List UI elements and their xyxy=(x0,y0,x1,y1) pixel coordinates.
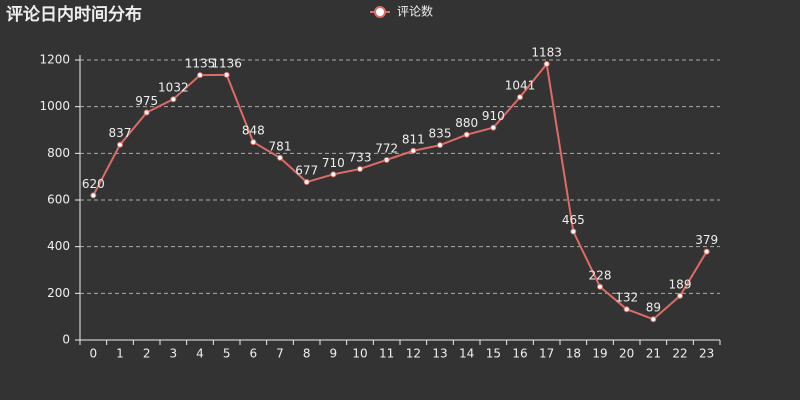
x-tick-label: 10 xyxy=(352,347,367,361)
point xyxy=(597,283,603,290)
data-label: 811 xyxy=(402,132,425,146)
point xyxy=(517,94,523,101)
data-label: 837 xyxy=(109,126,132,140)
point xyxy=(677,292,683,299)
data-label: 620 xyxy=(82,177,105,191)
point xyxy=(383,156,390,163)
x-tick-label: 17 xyxy=(539,347,554,361)
point xyxy=(197,72,203,79)
data-label: 1183 xyxy=(531,45,562,59)
point xyxy=(90,192,97,199)
legend-label[interactable]: 评论数 xyxy=(397,4,433,19)
point xyxy=(330,171,337,178)
x-tick-label: 21 xyxy=(646,347,661,361)
x-tick-label: 11 xyxy=(379,347,394,361)
data-label: 848 xyxy=(242,124,265,138)
x-tick-label: 1 xyxy=(116,347,124,361)
data-label: 465 xyxy=(562,213,585,227)
x-tick-label: 2 xyxy=(143,347,151,361)
x-tick-label: 5 xyxy=(223,347,231,361)
y-tick-label: 1000 xyxy=(39,99,70,113)
point xyxy=(463,131,470,138)
legend-marker xyxy=(374,6,386,18)
x-tick-label: 4 xyxy=(196,347,204,361)
x-tick-label: 9 xyxy=(330,347,338,361)
point xyxy=(277,154,283,161)
point xyxy=(357,165,363,172)
y-tick-label: 800 xyxy=(47,146,70,160)
point xyxy=(650,316,657,323)
x-tick-label: 8 xyxy=(303,347,311,361)
x-tick-label: 15 xyxy=(486,347,501,361)
x-tick-label: 19 xyxy=(592,347,607,361)
data-label: 772 xyxy=(375,141,398,155)
point xyxy=(143,109,150,116)
y-tick-label: 200 xyxy=(47,286,70,300)
x-tick-label: 22 xyxy=(672,347,687,361)
data-label: 379 xyxy=(695,233,718,247)
x-tick-label: 6 xyxy=(250,347,258,361)
x-tick-label: 14 xyxy=(459,347,474,361)
data-label: 1032 xyxy=(158,81,189,95)
y-tick-label: 0 xyxy=(62,333,70,347)
point xyxy=(703,248,710,255)
data-label: 228 xyxy=(589,268,612,282)
y-tick-label: 600 xyxy=(47,193,70,207)
y-tick-label: 400 xyxy=(47,239,70,253)
point xyxy=(623,306,630,313)
data-label: 189 xyxy=(669,277,692,291)
x-tick-label: 7 xyxy=(276,347,284,361)
x-tick-label: 0 xyxy=(90,347,98,361)
data-label: 1136 xyxy=(211,56,242,70)
x-tick-label: 13 xyxy=(432,347,447,361)
point xyxy=(437,142,443,149)
point xyxy=(410,147,417,154)
data-label: 89 xyxy=(646,301,661,315)
point xyxy=(570,228,577,235)
data-label: 880 xyxy=(455,116,478,130)
data-label: 910 xyxy=(482,109,505,123)
data-label: 835 xyxy=(429,127,452,141)
data-label: 975 xyxy=(135,94,158,108)
line xyxy=(92,61,708,321)
x-tick-label: 16 xyxy=(512,347,527,361)
chart-title: 评论日内时间分布 xyxy=(6,4,142,25)
point xyxy=(303,179,310,186)
data-label: 677 xyxy=(295,164,318,178)
point xyxy=(117,141,123,148)
point xyxy=(170,96,177,103)
point xyxy=(250,139,257,146)
data-label: 710 xyxy=(322,156,345,170)
point xyxy=(490,124,497,131)
data-label: 733 xyxy=(349,150,372,164)
data-label: 781 xyxy=(269,139,292,153)
x-tick-label: 18 xyxy=(566,347,581,361)
x-tick-label: 23 xyxy=(699,347,714,361)
data-label: 1135 xyxy=(185,57,216,71)
x-tick-label: 20 xyxy=(619,347,634,361)
point xyxy=(223,71,230,78)
data-label: 132 xyxy=(615,291,638,305)
x-tick-label: 3 xyxy=(170,347,178,361)
point xyxy=(543,60,550,67)
y-tick-label: 1200 xyxy=(39,53,70,67)
x-tick-label: 12 xyxy=(406,347,421,361)
data-label: 1041 xyxy=(505,79,536,93)
